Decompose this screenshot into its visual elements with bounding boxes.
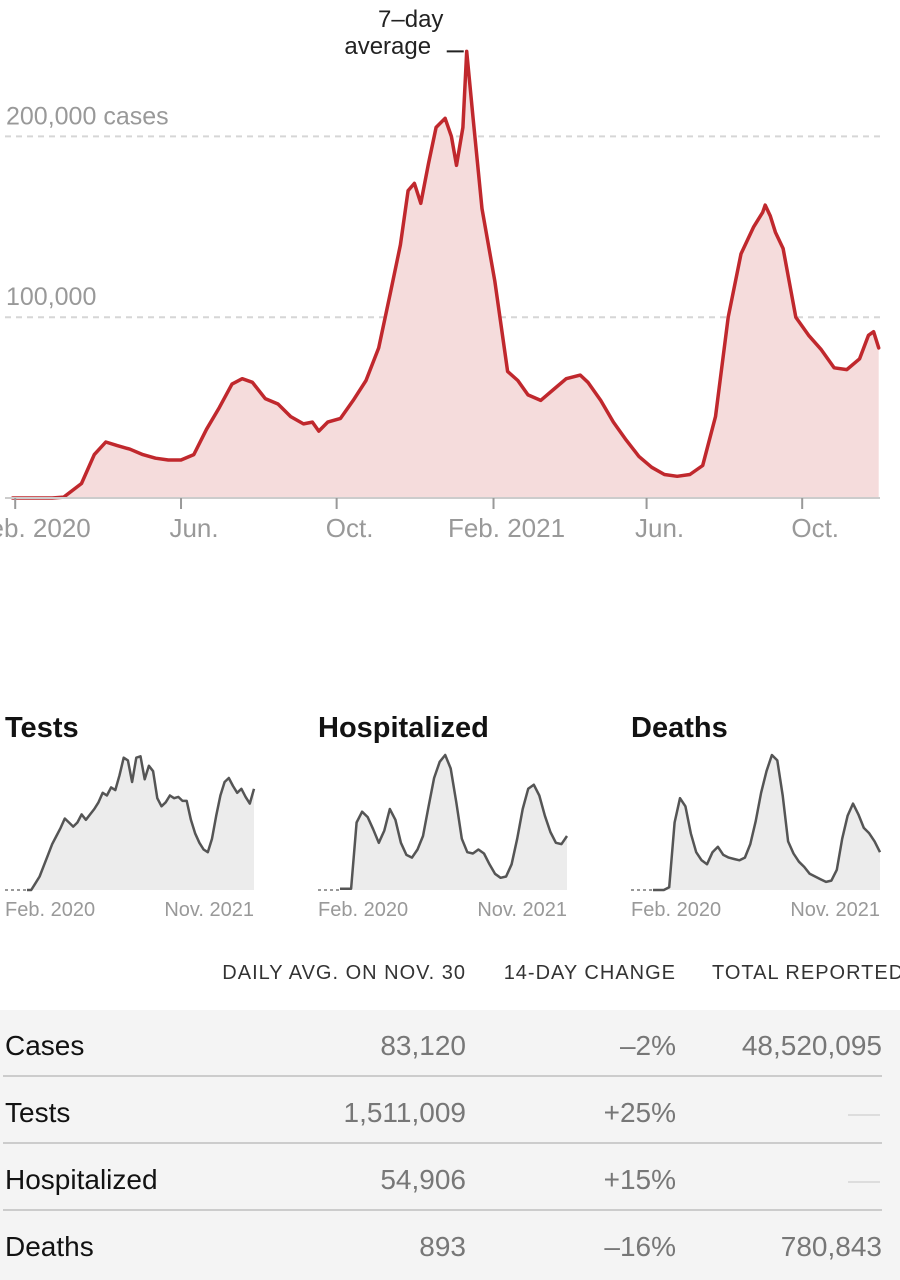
x-tick-label: Feb. 2020 (0, 513, 91, 543)
row-change: –16% (604, 1231, 676, 1262)
x-tick-label: Oct. (326, 513, 374, 543)
row-total: 48,520,095 (741, 1030, 882, 1061)
cases-area (12, 51, 879, 499)
header-total-reported: TOTAL REPORTED (712, 962, 900, 984)
small-x-tick-label: Nov. 2021 (790, 899, 880, 921)
row-divider (3, 1075, 882, 1077)
row-divider (3, 1209, 882, 1211)
row-daily-avg: 893 (419, 1231, 466, 1262)
small-x-tick-label: Feb. 2020 (631, 899, 721, 921)
sparkline-area (340, 755, 567, 890)
small-x-tick-label: Feb. 2020 (318, 899, 408, 921)
cases-line (10, 49, 881, 500)
main-area-group (10, 49, 881, 500)
row-change: –2% (619, 1030, 676, 1061)
tests-title: Tests (5, 712, 79, 744)
gridline-label: 200,000 cases (6, 102, 169, 130)
small-x-tick-label: Feb. 2020 (5, 899, 95, 921)
table-row-hospitalized: Hospitalized 54,906 +15% (0, 1144, 900, 1211)
sparkline-line (653, 753, 882, 892)
row-name: Deaths (5, 1231, 94, 1262)
header-daily-avg: DAILY AVG. ON NOV. 30 (222, 962, 466, 984)
row-daily-avg: 54,906 (380, 1164, 466, 1195)
sparkline-line (27, 755, 256, 892)
deaths-title: Deaths (631, 712, 728, 744)
table-row-tests: Tests 1,511,009 +25% (0, 1077, 900, 1144)
x-tick-label: Oct. (791, 513, 839, 543)
annotation-line-1: 7–day (378, 6, 443, 33)
header-14-day-change: 14-DAY CHANGE (503, 962, 676, 984)
row-total: 780,843 (780, 1231, 882, 1262)
sparkline-area (27, 756, 254, 890)
no-data-dash (848, 1181, 880, 1183)
row-change: +15% (603, 1164, 676, 1195)
hospitalized-chart: Feb. 2020 Nov. 2021 (318, 753, 569, 921)
table-header: DAILY AVG. ON NOV. 30 14-DAY CHANGE TOTA… (0, 962, 900, 992)
x-tick-label: Jun. (169, 513, 218, 543)
small-x-tick-label: Nov. 2021 (164, 899, 254, 921)
row-name: Hospitalized (5, 1164, 158, 1195)
table-row-deaths: Deaths 893 –16% 780,843 (0, 1211, 900, 1277)
row-name: Tests (5, 1097, 71, 1128)
x-tick-label: Feb. 2021 (448, 513, 565, 543)
hospitalized-title: Hospitalized (318, 712, 489, 744)
table-row-cases: Cases 83,120 –2% 48,520,095 (0, 1010, 900, 1077)
row-name: Cases (5, 1030, 85, 1061)
sparkline-area (653, 755, 880, 890)
row-daily-avg: 1,511,009 (343, 1097, 467, 1128)
stats-table: Cases 83,120 –2% 48,520,095 Tests 1,511,… (0, 1010, 900, 1280)
x-tick-label: Jun. (635, 513, 684, 543)
tests-chart: Feb. 2020 Nov. 2021 (5, 755, 256, 921)
annotation-line-2: average (344, 33, 431, 60)
deaths-chart: Feb. 2020 Nov. 2021 (631, 753, 882, 921)
main-x-axis: Feb. 2020 Jun. Oct. Feb. 2021 Jun. Oct. (0, 497, 880, 543)
row-daily-avg: 83,120 (380, 1030, 466, 1061)
sparkline-line (340, 753, 569, 890)
small-x-tick-label: Nov. 2021 (477, 899, 567, 921)
row-divider (3, 1142, 882, 1144)
no-data-dash (848, 1114, 880, 1116)
gridline-label: 100,000 (6, 283, 96, 311)
row-change: +25% (603, 1097, 676, 1128)
